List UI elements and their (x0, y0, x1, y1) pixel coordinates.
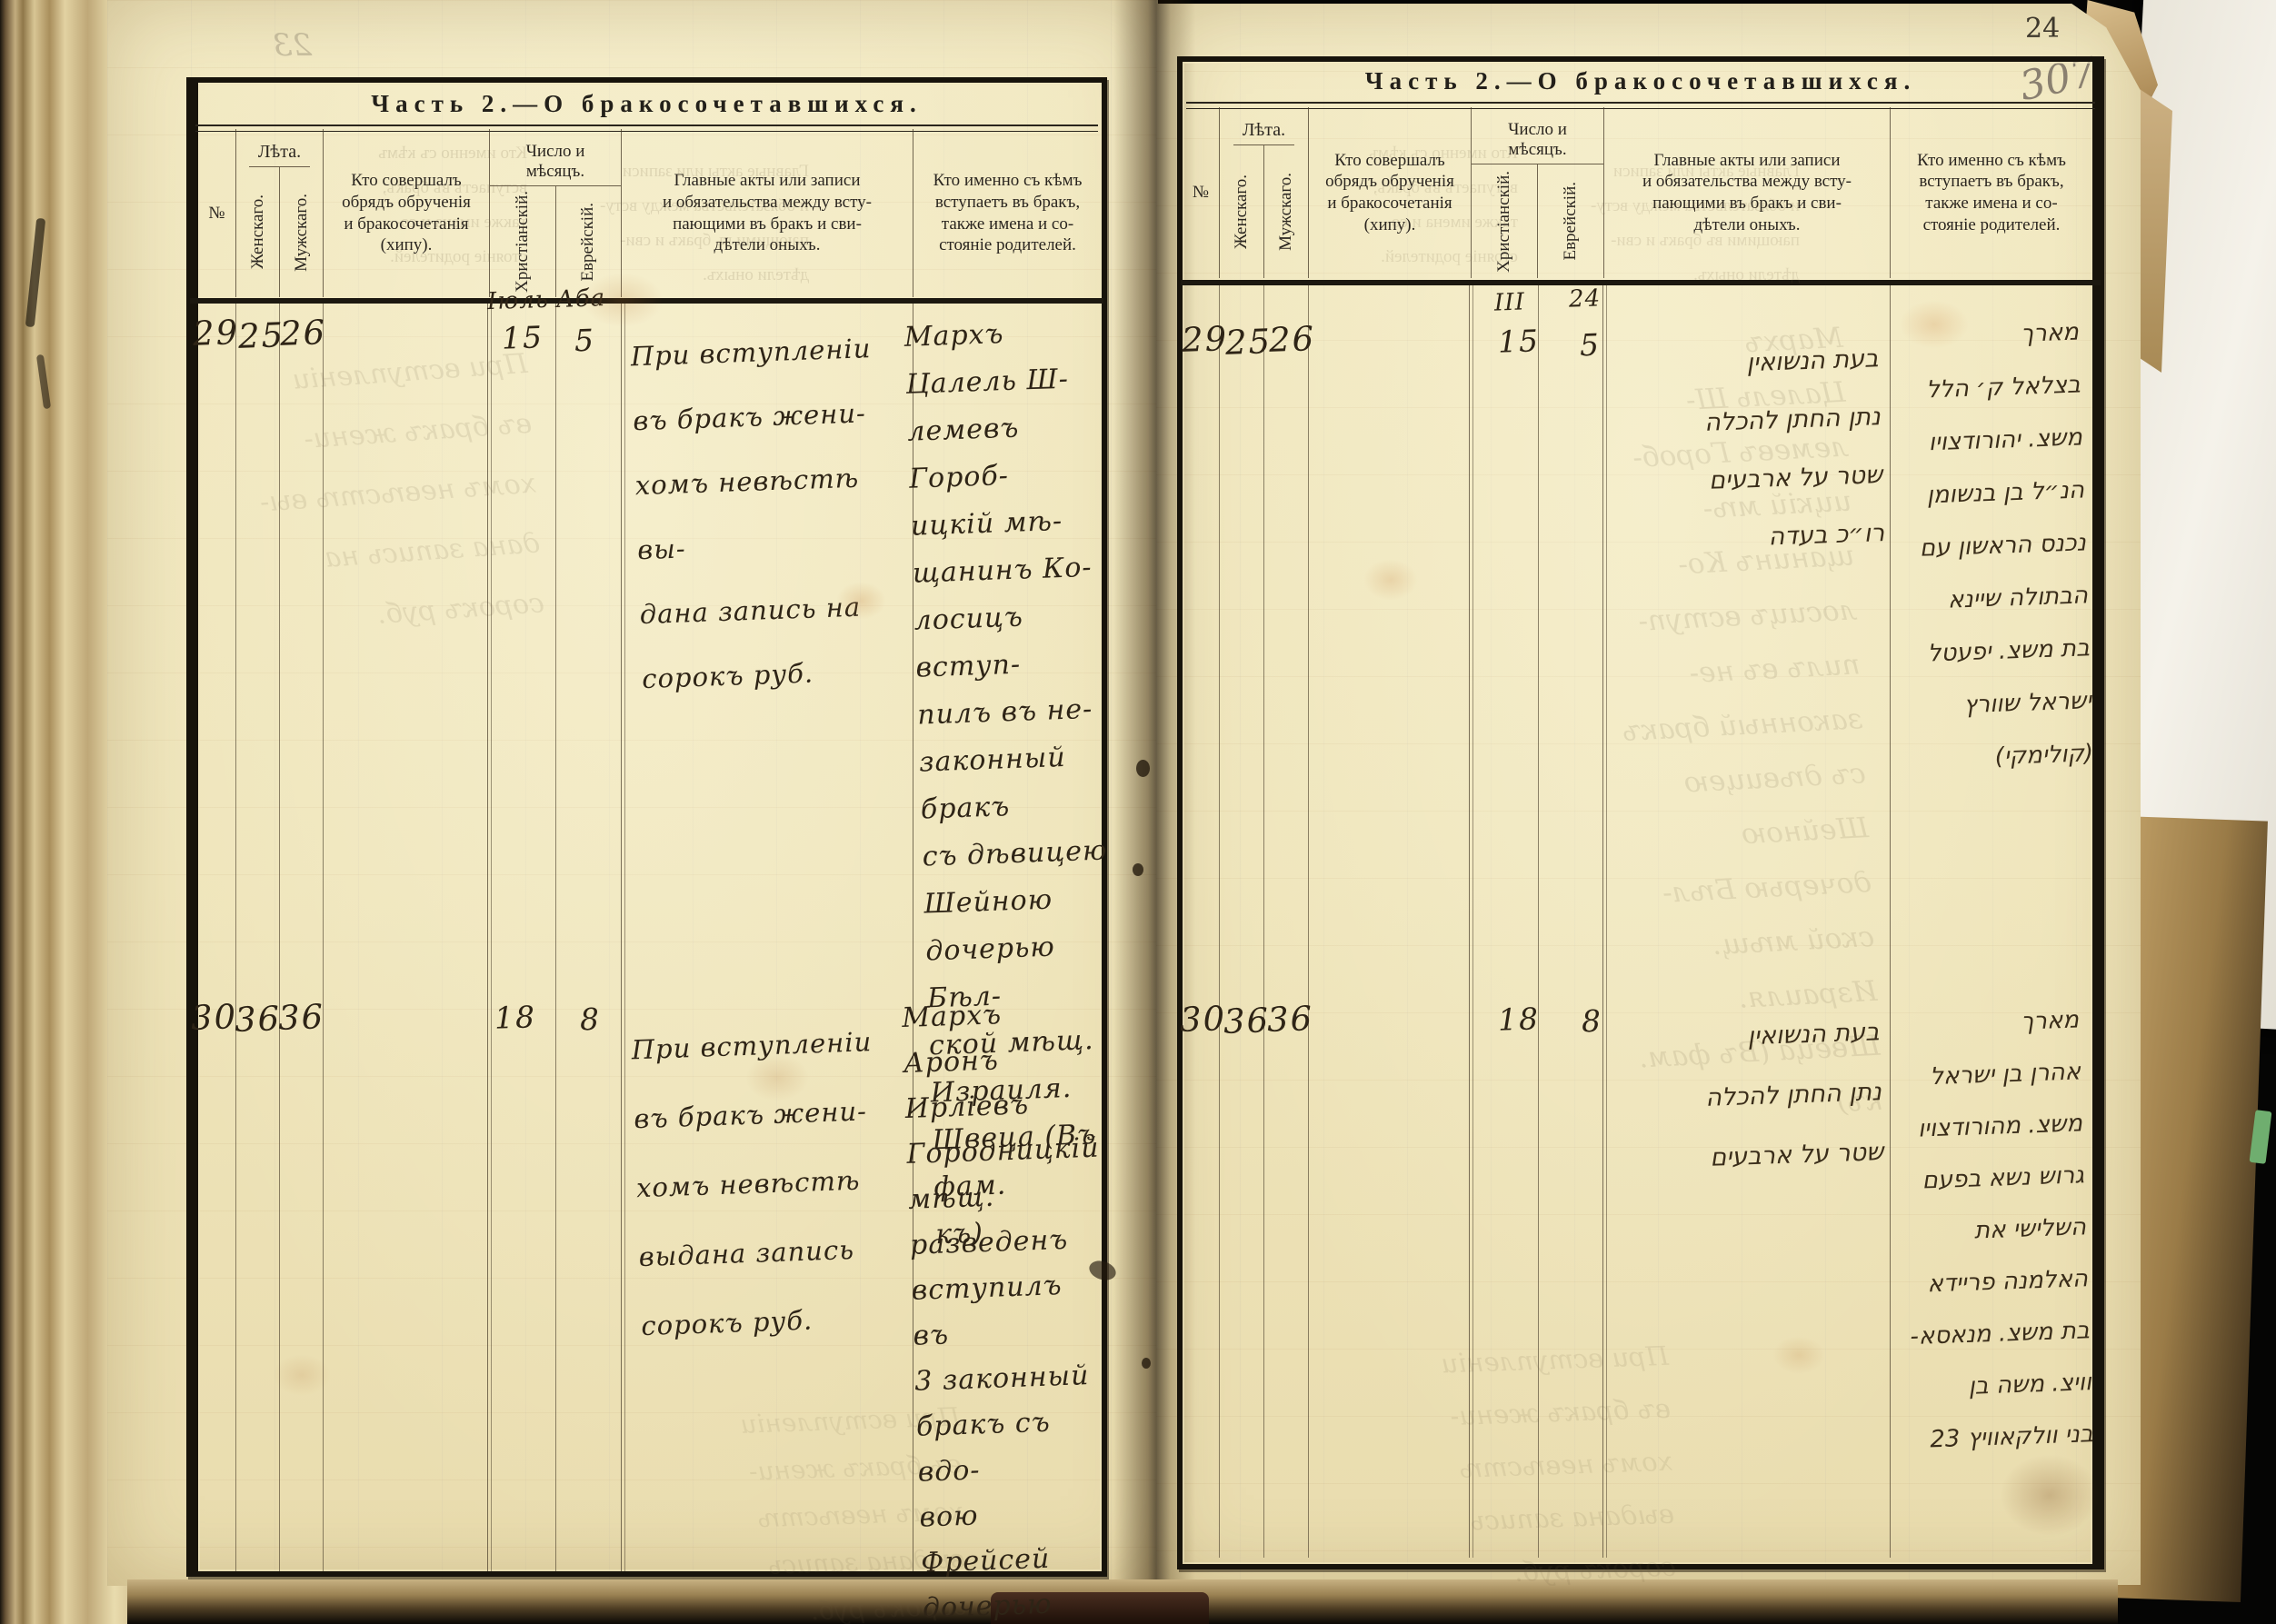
groom-age: 26 (1268, 319, 1316, 360)
date-subcols: Христіанскій. Еврейскій. (1472, 164, 1603, 278)
left-table-header: № Лѣта. Женскаго. Мужскаго. Кто совершал… (198, 129, 1102, 297)
ink-blot (1133, 863, 1143, 876)
left-table-title: Часть 2.—О бракосочетавшихся. (371, 90, 923, 117)
header-date-jewish: Еврейскій. (1537, 164, 1603, 278)
bleedthrough-text: Кто именно съ кѣмъ вступаетъ въ бракъ, т… (378, 144, 527, 266)
who-record-text: Мархъ Аронъ Ирліевъ Городницкій мѣщ. раз… (901, 999, 1101, 1624)
month-jewish: 24 (1568, 284, 1602, 314)
month-christian: ІІІ (1493, 288, 1526, 317)
bleedthrough-script: При вступленіи въ бракъ жени- хомъ невѣс… (258, 347, 545, 631)
header-date-group: Число и мѣсяцъ. Христіанскій. Еврейскій. (1471, 107, 1603, 278)
month-christian: Іюль (486, 285, 550, 316)
who-record-text-hebrew: מארך בצלאל ק׳ הלל משצ. יהורודצויו הנ״ל ב… (1919, 318, 2094, 771)
header-officiant: Кто совершалъ обрядъ обрученія и бракосо… (323, 129, 489, 297)
day-jewish: 8 (579, 1001, 602, 1038)
verso-ghost-number: 23 (273, 27, 313, 64)
bride-age: 25 (1224, 322, 1273, 363)
day-christian: 18 (1497, 1001, 1541, 1038)
day-jewish: 5 (1579, 326, 1602, 364)
header-years-male: Мужскаго. (279, 167, 323, 297)
header-date: Число и мѣсяцъ. (490, 129, 621, 186)
printed-page-number: 24 (2025, 13, 2061, 45)
bride-age: 25 (237, 315, 285, 356)
header-years: Лѣта. (236, 129, 323, 167)
header-years-label: Лѣта. (248, 142, 311, 167)
bleedthrough-text: Главные акты или записи и обязательства … (600, 162, 809, 284)
header-date-label: Число и мѣсяцъ. (1472, 120, 1603, 164)
header-no: № (1192, 183, 1210, 203)
header-date-label: Число и мѣсяцъ. (490, 142, 621, 186)
entry-number: 30 (190, 997, 238, 1038)
header-acts: Главные акты или записи и обязательства … (1603, 107, 1890, 278)
entry-number: 30 (1179, 999, 1227, 1040)
left-table-frame (186, 77, 1107, 1577)
act-record-text-hebrew: בעת הנשואין נתן החתן להכלה שטר על ארבעים… (1703, 344, 1885, 552)
header-years: Лѣта. (1220, 107, 1308, 145)
rule (1181, 280, 2101, 285)
left-table: Часть 2.—О бракосочетавшихся. № Лѣта. Же… (186, 77, 1107, 1577)
bleedthrough-text: Главные акты или записи и обязательства … (1591, 162, 1800, 284)
groom-age: 36 (1266, 999, 1314, 1040)
ink-blot (1136, 760, 1150, 777)
years-subcols: Женскаго. Мужскаго. (1220, 145, 1308, 278)
right-table-frame (1177, 56, 2104, 1569)
bleedthrough-script: При вступленіи въ бракъ жени- хомъ невѣс… (1440, 1340, 1677, 1588)
header-date-jewish: Еврейскій. (554, 186, 622, 297)
right-table-body-grid (1183, 285, 2092, 1558)
day-jewish: 8 (1581, 1002, 1603, 1040)
rule (190, 298, 1103, 304)
right-table: Часть 2.—О бракосочетавшихся. № Лѣта. Же… (1177, 56, 2104, 1569)
groom-age: 26 (279, 313, 327, 354)
header-acts: Главные акты или записи и обязательства … (621, 129, 913, 297)
header-who: Кто именно съ кѣмъ вступаетъ въ бракъ, т… (913, 129, 1102, 297)
header-no: № (208, 203, 225, 223)
day-christian: 15 (1497, 323, 1541, 360)
header-years-label: Лѣта. (1233, 120, 1295, 145)
who-record-text-hebrew: מארך אהרן בן ישראל משצ. מהורודצויו גרוש … (1909, 1006, 2094, 1454)
header-officiant: Кто совершалъ обрядъ обрученія и бракосо… (1308, 107, 1471, 278)
book-spine-bottom (991, 1592, 1209, 1624)
entry-number: 29 (1181, 319, 1229, 360)
act-record-text-hebrew: בעת הנשואין נתן החתן להכלה שטר על ארבעים (1704, 1018, 1884, 1172)
bride-age: 36 (1223, 1001, 1271, 1041)
header-who: Кто именно съ кѣмъ вступаетъ въ бракъ, т… (1890, 107, 2092, 278)
header-years-group: Лѣта. Женскаго. Мужскаго. (235, 129, 323, 297)
bleedthrough-text: Кто именно съ кѣмъ вступаетъ въ бракъ, т… (1369, 144, 1518, 266)
right-table-header: № Лѣта. Женскаго. Мужскаго. Кто совершал… (1183, 107, 2092, 278)
years-subcols: Женскаго. Мужскаго. (236, 167, 323, 297)
entry-number: 29 (192, 313, 240, 354)
day-christian: 15 (501, 319, 544, 356)
month-jewish: Аба (555, 284, 606, 314)
ink-blot (1142, 1358, 1151, 1369)
header-years-male: Мужскаго. (1263, 145, 1308, 278)
right-table-title: Часть 2.—О бракосочетавшихся. (1364, 67, 1917, 95)
bride-age: 36 (234, 999, 282, 1040)
act-record-text: При вступленіи въ бракъ жени- хомъ невѣс… (630, 333, 872, 695)
rule (1186, 102, 2095, 109)
groom-age: 36 (277, 997, 325, 1038)
header-years-group: Лѣта. Женскаго. Мужскаго. (1219, 107, 1308, 278)
day-christian: 18 (494, 999, 537, 1036)
date-subcols: Христіанскій. Еврейскій. (490, 186, 621, 297)
left-table-body-grid (198, 304, 1102, 1571)
header-date-group: Число и мѣсяцъ. Христіанскій. Еврейскій. (489, 129, 621, 297)
header-date: Число и мѣсяцъ. (1472, 107, 1603, 164)
day-jewish: 5 (574, 322, 596, 359)
rule (195, 125, 1098, 132)
bleedthrough-script: При вступленіи въ бракъ жени- хомъ невѣс… (739, 1401, 968, 1624)
act-record-text: При вступленіи въ бракъ жени- хомъ невѣс… (631, 1026, 873, 1342)
